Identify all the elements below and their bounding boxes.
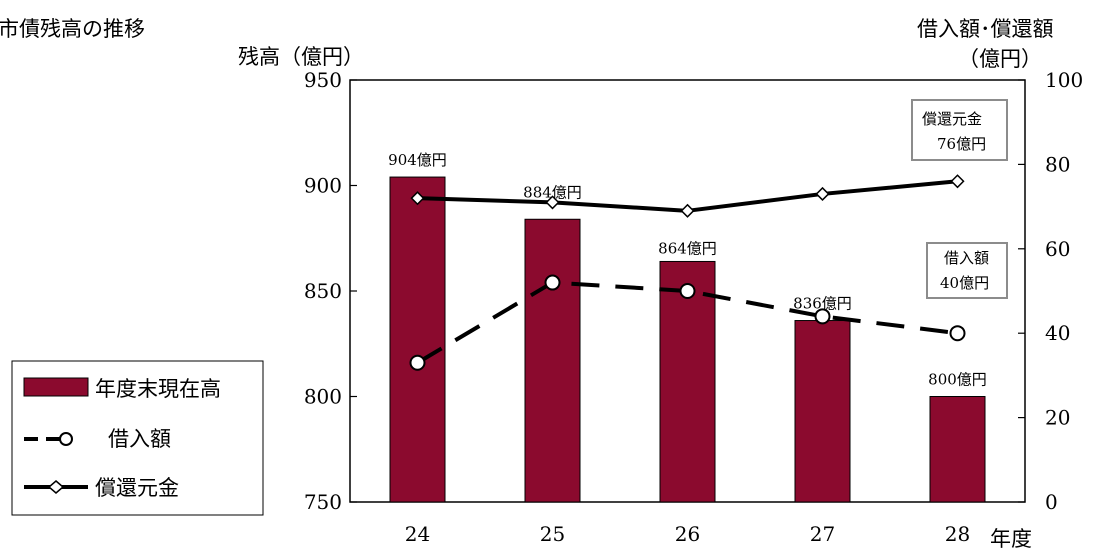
x-tick-label: 25 — [540, 522, 565, 546]
y2-tick-label: 60 — [1045, 237, 1070, 261]
labels: 904億円 884億円 864億円 836億円 800億円 — [388, 151, 987, 388]
y2-tick-label: 80 — [1045, 152, 1070, 176]
annotation-repay-line2: 76億円 — [937, 135, 986, 153]
y-tick-label: 750 — [304, 490, 342, 514]
annotation-borrow: 借入額 40億円 — [926, 242, 1008, 299]
y2-axis-label-line2: （億円） — [958, 47, 1042, 71]
bar — [794, 320, 851, 503]
repay-point — [950, 174, 965, 189]
bar-value-label: 884億円 — [523, 183, 582, 201]
borrow-point — [409, 354, 426, 371]
legend-diamond-marker — [47, 480, 65, 494]
repay-point — [680, 203, 695, 218]
legend-label-repay: 償還元金 — [95, 476, 179, 500]
y2-axis-label-line1: 借入額･償還額 — [917, 17, 1054, 41]
repay-point — [545, 195, 560, 210]
y-axis-label: 残高（億円） — [238, 45, 364, 69]
bar — [389, 176, 446, 503]
legend-bar-swatch — [23, 377, 89, 397]
borrow-point — [544, 274, 561, 291]
annotation-borrow-box — [926, 242, 1008, 299]
bar-value-label: 800億円 — [928, 371, 987, 389]
y2-tick-label: 100 — [1045, 68, 1083, 92]
bar-value-label: 904億円 — [388, 151, 447, 169]
y-tick-label: 800 — [304, 385, 342, 409]
legend-label-borrow: 借入額 — [108, 427, 171, 451]
bar — [929, 396, 986, 503]
line-series — [409, 174, 966, 371]
y2-tick-label: 0 — [1045, 490, 1058, 514]
legend-circle-marker — [59, 432, 73, 446]
x-tick-label: 28 — [945, 522, 970, 546]
x-tick-label: 26 — [675, 522, 700, 546]
annotation-repay-box — [911, 99, 1008, 161]
legend: 年度末現在高 借入額 償還元金 — [11, 360, 264, 516]
x-axis-label: 年度 — [990, 527, 1032, 551]
legend-label-bar: 年度末現在高 — [95, 377, 221, 401]
borrow-point — [949, 325, 966, 342]
y-tick-label: 950 — [304, 68, 342, 92]
y-tick-label: 900 — [304, 174, 342, 198]
repay-point — [815, 186, 830, 202]
bar-value-label: 864億円 — [658, 239, 717, 257]
y2-tick-label: 40 — [1045, 321, 1070, 345]
borrow-point — [814, 308, 831, 325]
bar — [659, 260, 716, 503]
x-tick-label: 24 — [405, 522, 430, 546]
axes: 750 800 850 900 950 0 20 40 60 80 100 24 25 26 27 28 — [304, 68, 1083, 546]
annotation-repay: 償還元金 76億円 — [911, 99, 1008, 161]
repay-point — [410, 191, 425, 206]
bar-value-label: 836億円 — [793, 295, 852, 313]
x-tick-label: 27 — [810, 522, 835, 546]
chart-title: 市債残高の推移 — [0, 17, 145, 41]
borrow-point — [679, 283, 696, 299]
y2-tick-label: 20 — [1045, 406, 1070, 430]
annotation-borrow-line1: 借入額 — [944, 249, 989, 267]
y-tick-label: 850 — [304, 279, 342, 303]
bar-series — [389, 176, 986, 503]
borrow-line — [416, 280, 958, 365]
annotation-borrow-line2: 40億円 — [940, 274, 989, 292]
annotation-repay-line1: 償還元金 — [922, 110, 982, 128]
bar — [524, 218, 581, 503]
